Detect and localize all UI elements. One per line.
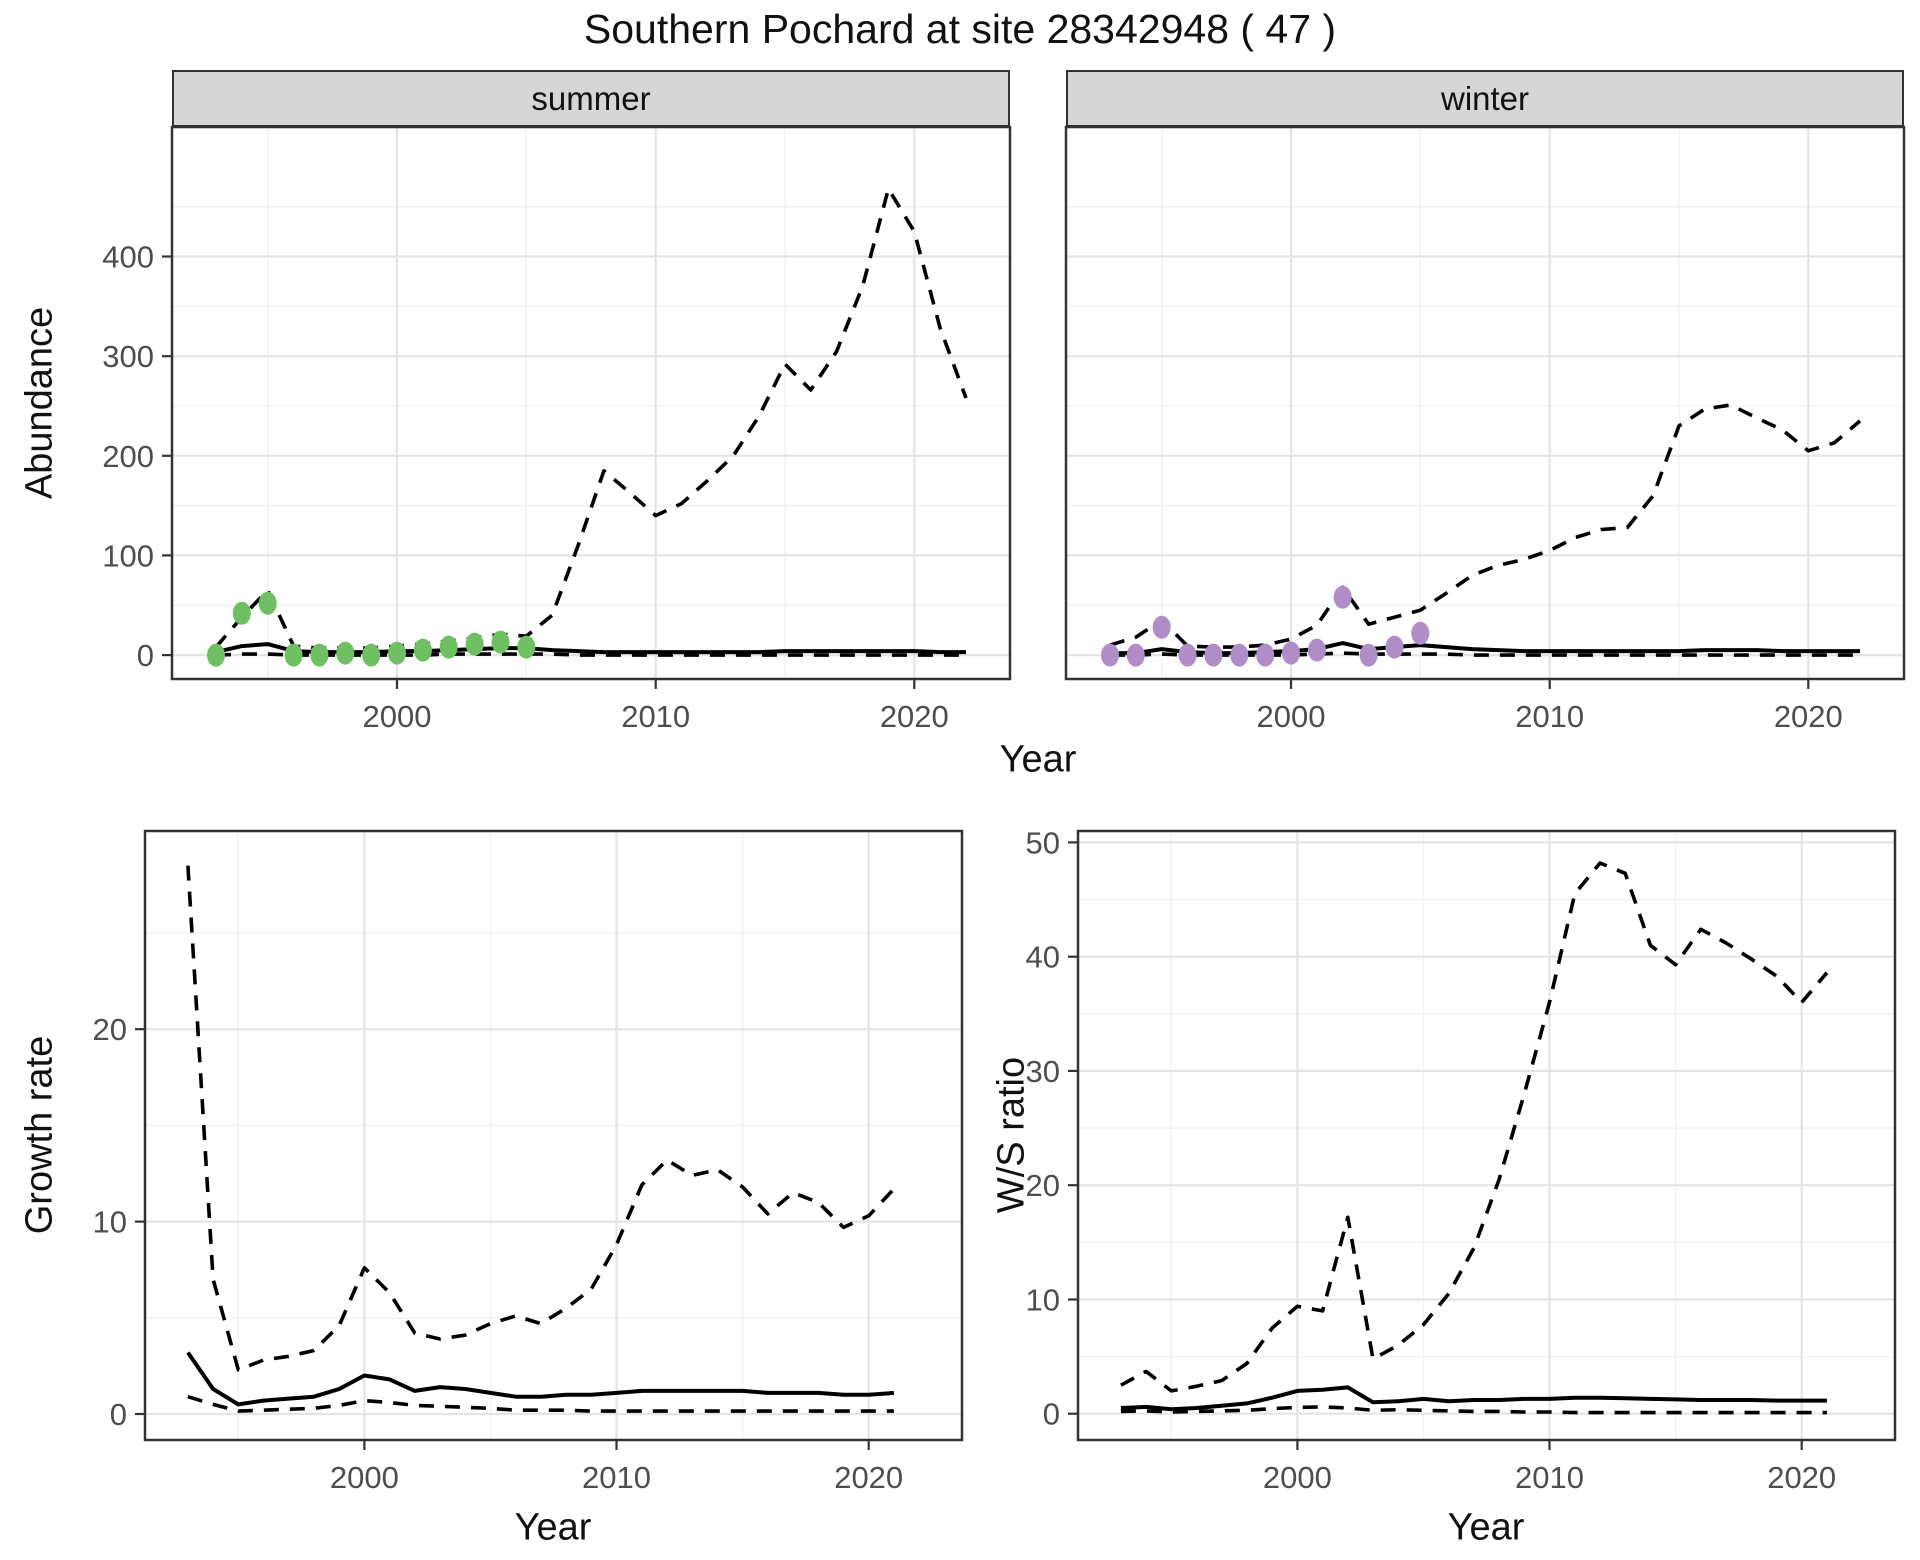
y-axis-label-growth-rate: Growth rate — [18, 1035, 61, 1235]
x-axis-label-year-ws: Year — [1447, 1506, 1525, 1549]
svg-text:20: 20 — [1026, 1168, 1060, 1203]
svg-text:2000: 2000 — [330, 1460, 399, 1495]
svg-text:0: 0 — [110, 1397, 127, 1432]
svg-text:50: 50 — [1026, 825, 1060, 860]
panel-abundance-summer: 2000 2010 2020 0 100 200 300 400 — [102, 125, 1012, 734]
facet-strip-winter: winter — [1066, 70, 1904, 127]
svg-text:2010: 2010 — [1515, 699, 1584, 734]
svg-text:0: 0 — [1043, 1397, 1060, 1432]
svg-text:2020: 2020 — [1774, 699, 1843, 734]
svg-text:2000: 2000 — [1257, 699, 1326, 734]
x-axis-label-year-top: Year — [999, 738, 1077, 781]
svg-text:2010: 2010 — [582, 1460, 651, 1495]
facet-strip-winter-label: winter — [1440, 79, 1530, 117]
svg-text:30: 30 — [1026, 1054, 1060, 1089]
panel-abundance-winter: 2000 2010 2020 — [1064, 125, 1906, 734]
svg-text:0: 0 — [137, 638, 154, 673]
svg-text:300: 300 — [102, 339, 154, 374]
svg-text:100: 100 — [102, 538, 154, 573]
svg-text:10: 10 — [93, 1205, 127, 1240]
y-axis-label-ws-ratio: W/S ratio — [990, 1056, 1033, 1214]
svg-text:40: 40 — [1026, 940, 1060, 975]
svg-text:20: 20 — [93, 1012, 127, 1047]
svg-text:2000: 2000 — [363, 699, 432, 734]
facet-strip-summer: summer — [172, 70, 1010, 127]
svg-text:2020: 2020 — [834, 1460, 903, 1495]
svg-text:2010: 2010 — [1515, 1460, 1584, 1495]
svg-text:2000: 2000 — [1263, 1460, 1332, 1495]
svg-text:2020: 2020 — [1767, 1460, 1836, 1495]
svg-text:200: 200 — [102, 439, 154, 474]
svg-text:2010: 2010 — [621, 699, 690, 734]
facet-strip-summer-label: summer — [531, 79, 651, 117]
svg-text:2020: 2020 — [880, 699, 949, 734]
x-axis-label-year-growth: Year — [514, 1506, 592, 1549]
panel-growth-rate: 2000 2010 2020 0 10 20 — [93, 829, 964, 1495]
svg-text:10: 10 — [1026, 1283, 1060, 1318]
panel-ws-ratio: 2000 2010 2020 0 10 20 30 40 50 — [1026, 825, 1897, 1495]
y-axis-label-abundance: Abundance — [18, 306, 61, 500]
svg-text:400: 400 — [102, 240, 154, 275]
figure-title: Southern Pochard at site 28342948 ( 47 ) — [583, 6, 1337, 52]
